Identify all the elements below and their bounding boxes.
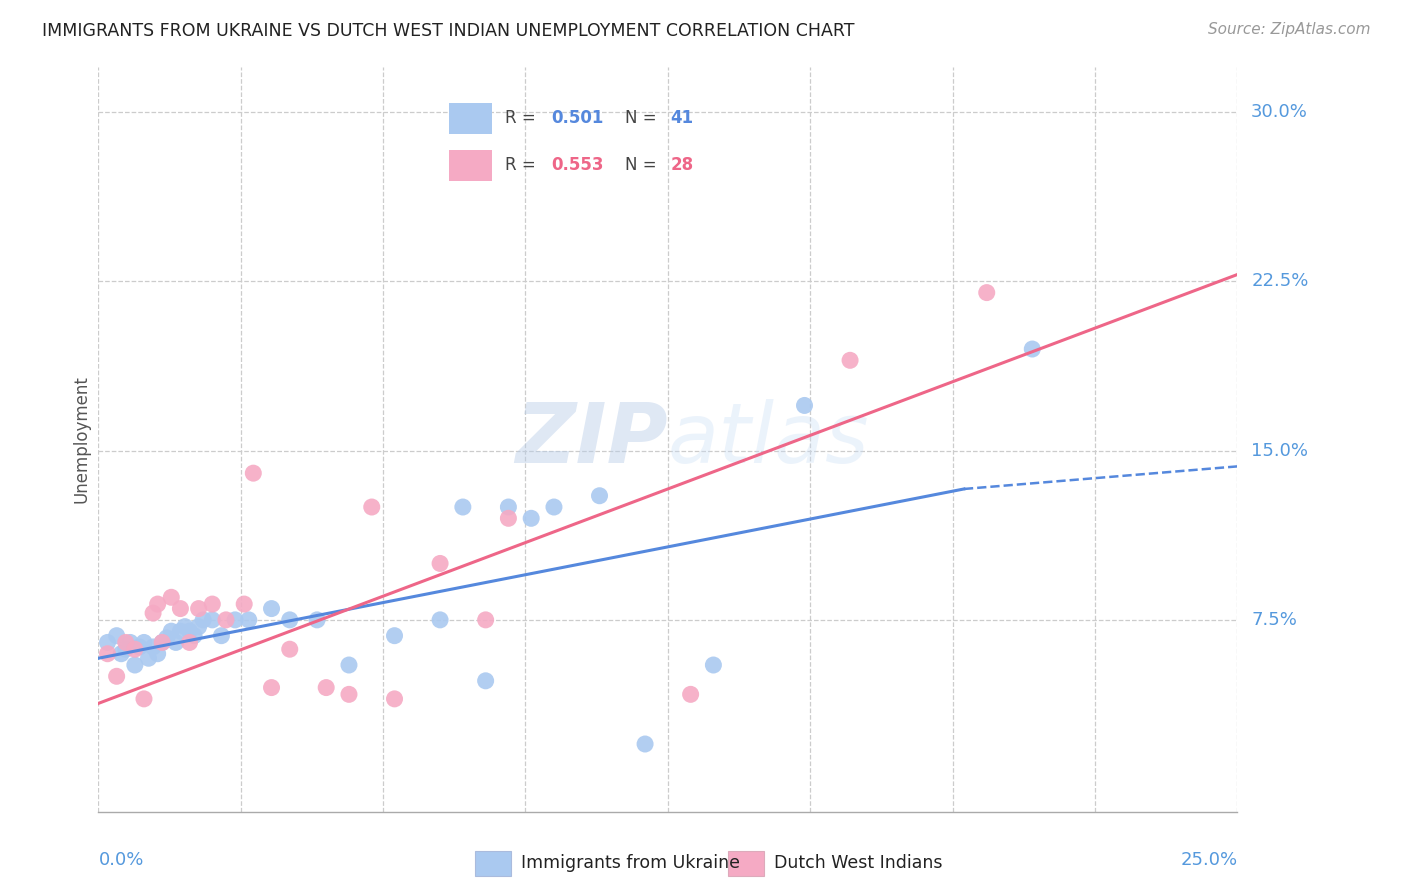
Point <box>839 353 862 368</box>
Point <box>179 624 201 639</box>
Point <box>360 500 382 514</box>
Point <box>142 606 165 620</box>
Point <box>114 635 136 649</box>
Point <box>315 681 337 695</box>
Point <box>679 687 702 701</box>
Text: 30.0%: 30.0% <box>1251 103 1308 121</box>
Point <box>337 687 360 701</box>
Text: 25.0%: 25.0% <box>1180 851 1237 869</box>
Point <box>278 642 301 657</box>
Point <box>96 647 118 661</box>
Point <box>132 635 155 649</box>
Text: 22.5%: 22.5% <box>1251 272 1309 290</box>
Point <box>105 669 128 683</box>
Text: ZIP: ZIP <box>515 399 668 480</box>
Point <box>132 691 155 706</box>
Point <box>142 640 165 654</box>
Point <box>384 629 406 643</box>
Point <box>187 601 209 615</box>
Text: IMMIGRANTS FROM UKRAINE VS DUTCH WEST INDIAN UNEMPLOYMENT CORRELATION CHART: IMMIGRANTS FROM UKRAINE VS DUTCH WEST IN… <box>42 22 855 40</box>
Point <box>498 500 520 514</box>
Point <box>238 613 260 627</box>
Text: Dutch West Indians: Dutch West Indians <box>773 855 942 872</box>
Point <box>474 673 496 688</box>
Point <box>165 635 187 649</box>
Point <box>174 620 197 634</box>
Point <box>201 597 224 611</box>
FancyBboxPatch shape <box>728 851 763 876</box>
Point <box>146 597 169 611</box>
Point <box>224 613 246 627</box>
Point <box>429 613 451 627</box>
Point <box>146 647 169 661</box>
Point <box>242 466 264 480</box>
Text: 7.5%: 7.5% <box>1251 611 1298 629</box>
Point <box>634 737 657 751</box>
Text: Source: ZipAtlas.com: Source: ZipAtlas.com <box>1208 22 1371 37</box>
FancyBboxPatch shape <box>475 851 510 876</box>
Point <box>215 613 238 627</box>
Point <box>278 613 301 627</box>
Text: 0.0%: 0.0% <box>98 851 143 869</box>
Point <box>110 647 132 661</box>
Point <box>124 642 146 657</box>
Point <box>96 635 118 649</box>
Point <box>429 557 451 571</box>
Point <box>193 613 215 627</box>
Point <box>307 613 329 627</box>
Point <box>150 635 173 649</box>
Point <box>209 629 232 643</box>
Point <box>201 613 224 627</box>
Point <box>588 489 610 503</box>
Y-axis label: Unemployment: Unemployment <box>72 376 90 503</box>
Point <box>138 651 160 665</box>
Point <box>169 601 191 615</box>
Point <box>128 640 150 654</box>
Point <box>793 399 815 413</box>
Point <box>183 629 205 643</box>
Point <box>120 635 142 649</box>
Point <box>187 620 209 634</box>
Point <box>179 635 201 649</box>
Point <box>169 624 191 639</box>
Point <box>498 511 520 525</box>
Point <box>474 613 496 627</box>
Point <box>124 658 146 673</box>
Point <box>337 658 360 673</box>
Point <box>260 601 283 615</box>
Text: Immigrants from Ukraine: Immigrants from Ukraine <box>520 855 740 872</box>
Point <box>702 658 724 673</box>
Point <box>105 629 128 643</box>
Point <box>233 597 256 611</box>
Point <box>520 511 543 525</box>
Point <box>160 624 183 639</box>
Point <box>156 631 179 645</box>
Point <box>114 642 136 657</box>
Point <box>1021 342 1043 356</box>
Text: 15.0%: 15.0% <box>1251 442 1308 459</box>
Text: atlas: atlas <box>668 399 869 480</box>
Point <box>160 591 183 605</box>
Point <box>976 285 998 300</box>
Point <box>451 500 474 514</box>
Point <box>384 691 406 706</box>
Point <box>260 681 283 695</box>
Point <box>150 635 173 649</box>
Point <box>543 500 565 514</box>
